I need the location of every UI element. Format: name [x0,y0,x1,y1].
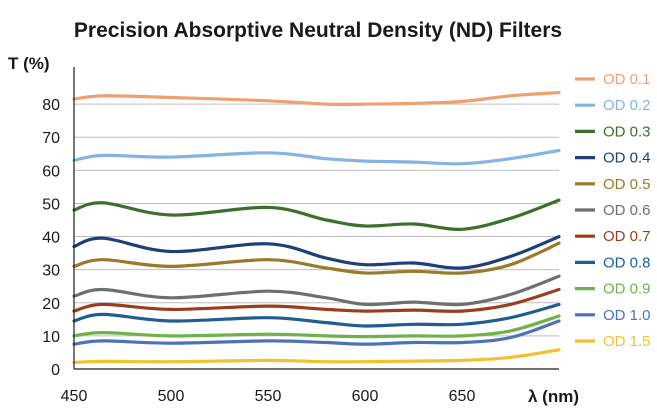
legend-label: OD 0.8 [603,254,651,271]
axis-lines [73,67,559,370]
series-line-od-0-1 [72,90,561,106]
x-tick-label: 650 [449,388,476,405]
series-line-od-0-2 [72,148,561,166]
y-tick-label: 30 [42,263,60,280]
series-line-od-0-7 [72,287,561,313]
x-axis-label: λ (nm) [528,387,579,406]
legend-label: OD 1.0 [603,307,651,324]
y-tick-label: 40 [42,230,60,247]
series-line-od-0-4 [72,235,561,270]
series-lines [72,90,561,364]
y-tick-label: 20 [42,296,60,313]
x-tick-label: 500 [158,388,185,405]
legend-label: OD 0.6 [603,202,651,219]
y-axis-label: T (%) [8,54,50,73]
series-line-od-0-8 [72,302,561,328]
legend-label: OD 0.2 [603,97,651,114]
y-tick-label: 70 [42,130,60,147]
y-tick-label: 10 [42,329,60,346]
legend-label: OD 0.1 [603,71,651,88]
series-line-od-0-9 [72,314,561,339]
series-line-od-0-3 [72,198,561,231]
legend-label: OD 0.4 [603,150,651,167]
legend-label: OD 0.3 [603,123,651,140]
y-tick-label: 0 [51,362,60,379]
series-line-od-1-0 [72,319,561,346]
legend-label: OD 0.9 [603,281,651,298]
y-tick-label: 80 [42,97,60,114]
x-tick-label: 600 [352,388,379,405]
y-tick-labels: 0 10 20 30 40 50 60 70 80 [42,97,60,379]
series-line-od-0-5 [72,241,561,275]
legend: OD 0.1 OD 0.2 OD 0.3 OD 0.4 OD 0.5 OD 0.6 OD 0… [575,71,651,350]
grid-lines [74,103,559,337]
y-tick-label: 50 [42,196,60,213]
chart-title: Precision Absorptive Neutral Density (ND… [74,19,562,42]
series-line-od-0-6 [72,274,561,307]
series-line-od-1-5 [72,348,561,364]
legend-label: OD 0.5 [603,176,651,193]
y-tick-label: 60 [42,163,60,180]
x-tick-label: 550 [255,388,282,405]
x-tick-label: 450 [61,388,88,405]
legend-label: OD 0.7 [603,228,651,245]
legend-label: OD 1.5 [603,333,651,350]
x-tick-labels: 450 500 550 600 650 [61,388,476,405]
